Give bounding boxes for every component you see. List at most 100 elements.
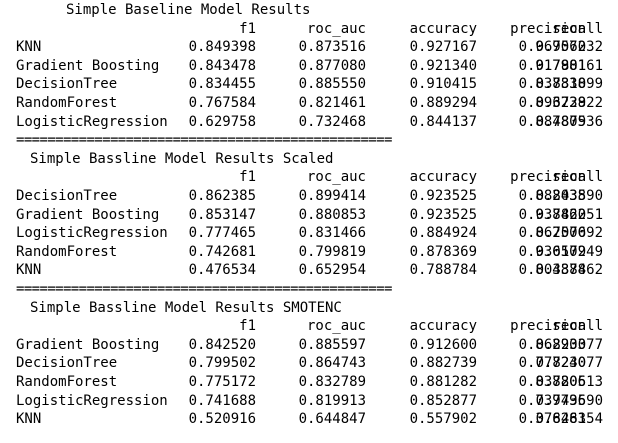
table-row: KNN 0.520916 0.644847 0.557902 0.376283 0.846… [0, 410, 618, 429]
metric-value: 0.899414 [298, 188, 366, 204]
row-label: Gradient Boosting [16, 336, 160, 353]
row-label: Gradient Boosting [16, 57, 160, 74]
row-label: LogisticRegression [16, 225, 168, 242]
row-label: LogisticRegression [16, 113, 168, 130]
metric-value: 0.739796 [518, 392, 586, 409]
metric-value: 0.756032 [535, 39, 603, 56]
metric-value: 0.927167 [409, 39, 477, 56]
metric-value: 0.834455 [188, 76, 256, 93]
metric-value: 0.862500 [518, 225, 586, 242]
table-row: KNN 0.476534 0.652954 0.788784 0.804878 0.338… [0, 261, 618, 280]
metric-value: 0.884924 [409, 225, 477, 242]
metric-value: 0.707692 [535, 225, 603, 242]
metric-value: 0.880853 [298, 206, 366, 223]
row-label: Gradient Boosting [16, 206, 160, 223]
metric-value: 0.823077 [535, 336, 603, 353]
table-row: LogisticRegression 0.741688 0.819913 0.8528… [0, 392, 618, 411]
metric-value: 0.852877 [409, 392, 477, 409]
metric-value: 0.853147 [188, 206, 256, 223]
column-header: accuracy [409, 318, 477, 335]
metric-value: 0.823077 [535, 355, 603, 372]
column-header: f1 [239, 20, 256, 37]
separator-line: ========================================… [16, 132, 392, 149]
metric-value: 0.921340 [409, 57, 477, 74]
metric-value: 0.837838 [518, 76, 586, 93]
row-label: KNN [16, 262, 42, 279]
table-row: DecisionTree 0.799502 0.864743 0.882739 0.77… [0, 354, 618, 373]
column-header: roc_auc [306, 20, 366, 37]
table-row: Gradient Boosting 0.843478 0.877080 0.92134… [0, 57, 618, 76]
metric-value: 0.862385 [188, 188, 256, 204]
table-row: RandomForest 0.767584 0.821461 0.889294 0.89… [0, 94, 618, 113]
section-title: Simple Baseline Model Results [66, 2, 311, 18]
metric-value: 0.741688 [188, 392, 256, 409]
metric-value: 0.923525 [409, 188, 477, 204]
metric-value: 0.882739 [409, 355, 477, 372]
metric-value: 0.777240 [518, 355, 586, 372]
table-row: DecisionTree 0.862385 0.899414 0.923525 0.88… [0, 187, 618, 206]
metric-value: 0.782051 [535, 206, 603, 223]
table-row: LogisticRegression 0.777465 0.831466 0.8849… [0, 224, 618, 243]
metric-value: 0.849398 [188, 39, 256, 56]
metric-value: 0.767584 [188, 95, 256, 111]
metric-value: 0.917981 [518, 57, 586, 74]
metric-value: 0.720513 [535, 374, 603, 390]
column-header: recall [552, 318, 603, 335]
row-label: KNN [16, 411, 42, 428]
row-label: DecisionTree [16, 188, 118, 204]
column-header: accuracy [409, 20, 477, 37]
metric-value: 0.557902 [409, 411, 477, 428]
metric-value: 0.846154 [535, 411, 603, 428]
metric-value: 0.777465 [188, 225, 256, 242]
metric-value: 0.804878 [518, 262, 586, 279]
column-header: roc_auc [306, 318, 366, 335]
metric-value: 0.930502 [518, 243, 586, 260]
metric-value: 0.882038 [518, 188, 586, 204]
metric-value: 0.775172 [188, 374, 256, 390]
metric-value: 0.881282 [409, 374, 477, 390]
metric-value: 0.376283 [518, 411, 586, 428]
metric-value: 0.893238 [518, 95, 586, 111]
metric-value: 0.843590 [535, 188, 603, 204]
metric-value: 0.520916 [188, 411, 256, 428]
column-header: roc_auc [306, 169, 366, 186]
metric-value: 0.742681 [188, 243, 256, 260]
table-row: Gradient Boosting 0.842520 0.885597 0.91260… [0, 336, 618, 355]
metric-value: 0.780161 [535, 57, 603, 74]
column-header: recall [552, 169, 603, 186]
row-label: RandomForest [16, 374, 118, 390]
metric-value: 0.819913 [298, 392, 366, 409]
table-row: DecisionTree 0.834455 0.885550 0.910415 0.83… [0, 75, 618, 94]
metric-value: 0.910415 [409, 76, 477, 93]
metric-value: 0.878369 [409, 243, 477, 260]
table-row: Gradient Boosting 0.853147 0.880853 0.92352… [0, 206, 618, 225]
row-label: DecisionTree [16, 76, 118, 93]
metric-value: 0.743590 [535, 392, 603, 409]
metric-value: 0.799502 [188, 355, 256, 372]
row-label: LogisticRegression [16, 392, 168, 409]
table-row: RandomForest 0.742681 0.799819 0.878369 0.93… [0, 243, 618, 262]
row-label: DecisionTree [16, 355, 118, 372]
table-header: f1 roc_auc accuracy precision recall [0, 168, 618, 187]
metric-value: 0.862903 [518, 336, 586, 353]
metric-value: 0.788784 [409, 262, 477, 279]
row-label: RandomForest [16, 95, 118, 111]
column-header: f1 [239, 318, 256, 335]
table-header: f1 roc_auc accuracy precision recall [0, 317, 618, 336]
section-title: Simple Bassline Model Results SMOTENC [30, 299, 342, 316]
separator-line: ========================================… [16, 281, 392, 297]
table-row: RandomForest 0.775172 0.832789 0.881282 0.83… [0, 373, 618, 392]
metric-value: 0.799819 [298, 243, 366, 260]
metric-value: 0.864743 [298, 355, 366, 372]
metric-value: 0.877080 [298, 57, 366, 74]
metric-value: 0.885550 [298, 76, 366, 93]
column-header: recall [552, 20, 603, 37]
column-header: precision [510, 169, 586, 186]
table-row: LogisticRegression 0.629758 0.732468 0.8441… [0, 113, 618, 132]
metric-value: 0.885597 [298, 336, 366, 353]
metric-value: 0.629758 [188, 113, 256, 130]
metric-value: 0.732468 [298, 113, 366, 130]
metric-value: 0.672922 [535, 95, 603, 111]
metric-value: 0.873516 [298, 39, 366, 56]
